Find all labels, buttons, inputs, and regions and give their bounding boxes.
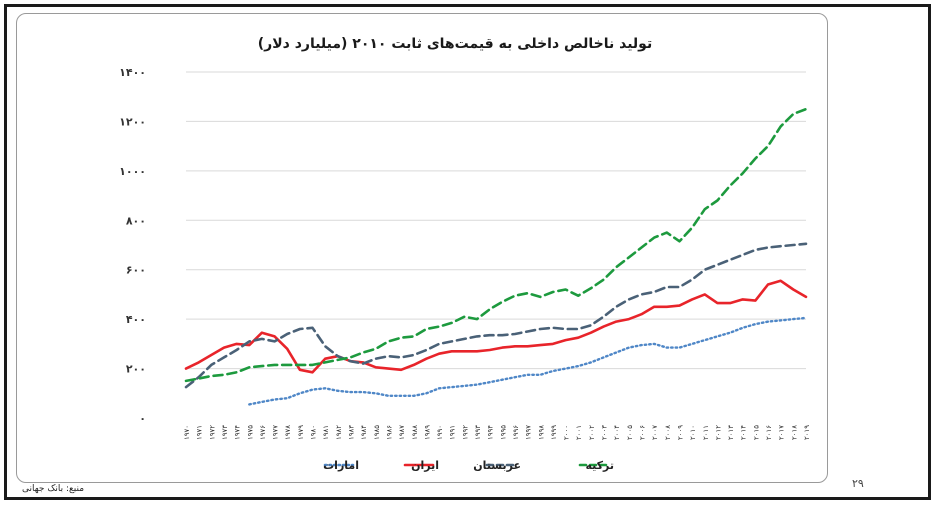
x-tick-label: ۱۹۸۴ <box>360 425 368 440</box>
x-tick-label: ۱۹۹۶ <box>512 425 520 440</box>
x-tick-label: ۲۰۱۰ <box>689 425 697 440</box>
y-tick-label: ۶۰۰ <box>126 264 146 277</box>
x-tick-label: ۱۹۹۴ <box>487 425 495 440</box>
x-tick-label: ۲۰۱۷ <box>778 425 786 440</box>
x-tick-label: ۲۰۰۵ <box>626 425 634 440</box>
x-tick-label: ۱۹۹۹ <box>550 425 558 440</box>
x-tick-label: ۱۹۸۵ <box>373 425 381 440</box>
y-tick-label: ۴۰۰ <box>126 313 146 326</box>
x-tick-label: ۱۹۸۲ <box>335 425 343 440</box>
x-tick-label: ۱۹۸۹ <box>423 425 431 440</box>
x-tick-label: ۱۹۹۸ <box>537 425 545 440</box>
x-tick-label: ۲۰۱۲ <box>714 425 722 440</box>
x-tick-label: ۱۹۸۱ <box>322 425 330 440</box>
x-tick-label: ۱۹۷۷ <box>272 425 280 440</box>
x-tick-label: ۱۹۷۱ <box>196 425 204 440</box>
x-tick-label: ۱۹۷۶ <box>259 425 267 440</box>
x-tick-label: ۱۹۷۰ <box>183 425 191 440</box>
y-tick-label: ۸۰۰ <box>126 214 146 227</box>
series-line-3 <box>184 107 808 383</box>
chart-title: تولید ناخالص داخلی به قیمت‌های ثابت ۲۰۱۰… <box>258 36 652 52</box>
source-note: منبع: بانک جهانی <box>22 484 85 494</box>
y-tick-label: ۱۴۰۰ <box>119 66 146 79</box>
x-tick-label: ۲۰۰۳ <box>601 425 609 440</box>
y-axis-ticks: ۰ ۲۰۰ ۴۰۰ ۶۰۰ ۸۰۰ ۱۰۰۰ ۱۲۰۰ ۱۴۰۰ <box>119 66 146 425</box>
x-tick-label: ۲۰۱۹ <box>803 425 811 440</box>
legend: امارات ایران عربستان ترکیه <box>323 459 614 472</box>
x-tick-label: ۱۹۷۲ <box>208 425 216 440</box>
x-tick-label: ۲۰۰۸ <box>664 425 672 440</box>
x-tick-label: ۲۰۱۶ <box>765 425 773 440</box>
series-line-0 <box>248 316 808 406</box>
legend-label-1: ایران <box>411 459 439 472</box>
page-number: ۲۹ <box>852 477 864 490</box>
series-lines <box>184 107 808 406</box>
x-tick-label: ۱۹۹۱ <box>449 425 457 440</box>
y-tick-label: ۰ <box>139 412 146 425</box>
x-tick-label: ۲۰۰۰ <box>563 425 571 440</box>
x-tick-label: ۱۹۹۵ <box>499 425 507 440</box>
y-tick-label: ۱۲۰۰ <box>119 115 146 128</box>
legend-label-0: امارات <box>323 459 359 472</box>
x-tick-label: ۱۹۸۶ <box>385 425 393 440</box>
series-line-2 <box>184 242 808 389</box>
x-axis-ticks: ۱۹۷۰ ۱۹۷۱ ۱۹۷۲ ۱۹۷۳ ۱۹۷۴ ۱۹۷۵ ۱۹۷۶ ۱۹۷۷ ۱۹۷۸ ۱۹۷۹… <box>183 425 811 440</box>
x-tick-label: ۲۰۰۴ <box>613 425 621 440</box>
x-tick-label: ۱۹۷۳ <box>221 425 229 440</box>
x-tick-label: ۱۹۷۸ <box>284 425 292 440</box>
x-tick-label: ۲۰۱۸ <box>790 425 798 440</box>
x-tick-label: ۱۹۷۹ <box>297 425 305 440</box>
x-tick-label: ۲۰۰۷ <box>651 425 659 440</box>
chart-card <box>16 13 828 483</box>
x-tick-label: ۱۹۹۷ <box>525 425 533 440</box>
x-tick-label: ۲۰۰۹ <box>676 425 684 440</box>
x-tick-label: ۱۹۸۳ <box>347 425 355 440</box>
x-tick-label: ۲۰۱۳ <box>727 425 735 440</box>
x-tick-label: ۱۹۸۷ <box>398 425 406 440</box>
x-tick-label: ۲۰۰۲ <box>588 425 596 440</box>
x-tick-label: ۲۰۰۶ <box>639 425 647 440</box>
x-tick-label: ۲۰۱۴ <box>740 425 748 440</box>
legend-label-3: ترکیه <box>585 459 614 472</box>
legend-label-2: عربستان <box>473 459 521 472</box>
x-tick-label: ۱۹۷۵ <box>246 425 254 440</box>
x-tick-label: ۲۰۰۱ <box>575 425 583 440</box>
x-tick-label: ۱۹۹۲ <box>461 425 469 440</box>
series-line-1 <box>184 279 808 374</box>
grid-lines <box>186 71 806 370</box>
x-tick-label: ۱۹۹۳ <box>474 425 482 440</box>
x-tick-label: ۱۹۹۰ <box>436 425 444 440</box>
x-tick-label: ۱۹۸۰ <box>310 425 318 440</box>
y-tick-label: ۱۰۰۰ <box>119 165 146 178</box>
x-tick-label: ۲۰۱۵ <box>752 425 760 440</box>
x-tick-label: ۱۹۷۴ <box>234 425 242 440</box>
y-tick-label: ۲۰۰ <box>126 363 146 376</box>
x-tick-label: ۱۹۸۸ <box>411 425 419 440</box>
x-tick-label: ۲۰۱۱ <box>702 425 710 440</box>
